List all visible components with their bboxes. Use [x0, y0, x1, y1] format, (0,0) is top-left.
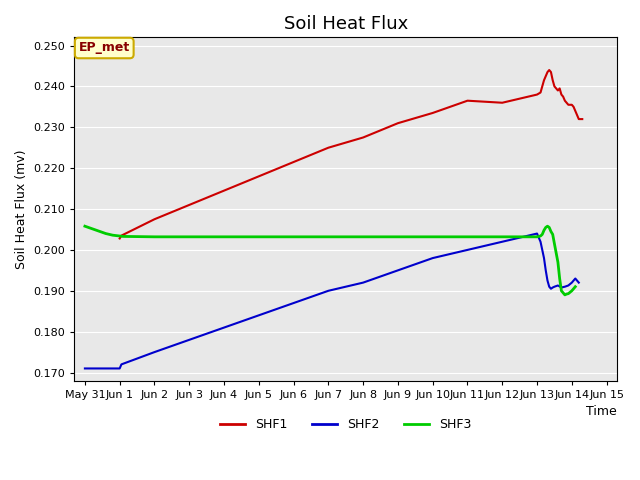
- Title: Soil Heat Flux: Soil Heat Flux: [284, 15, 408, 33]
- Text: EP_met: EP_met: [79, 41, 130, 55]
- Y-axis label: Soil Heat Flux (mv): Soil Heat Flux (mv): [15, 149, 28, 269]
- X-axis label: Time: Time: [586, 405, 617, 418]
- Legend: SHF1, SHF2, SHF3: SHF1, SHF2, SHF3: [214, 413, 477, 436]
